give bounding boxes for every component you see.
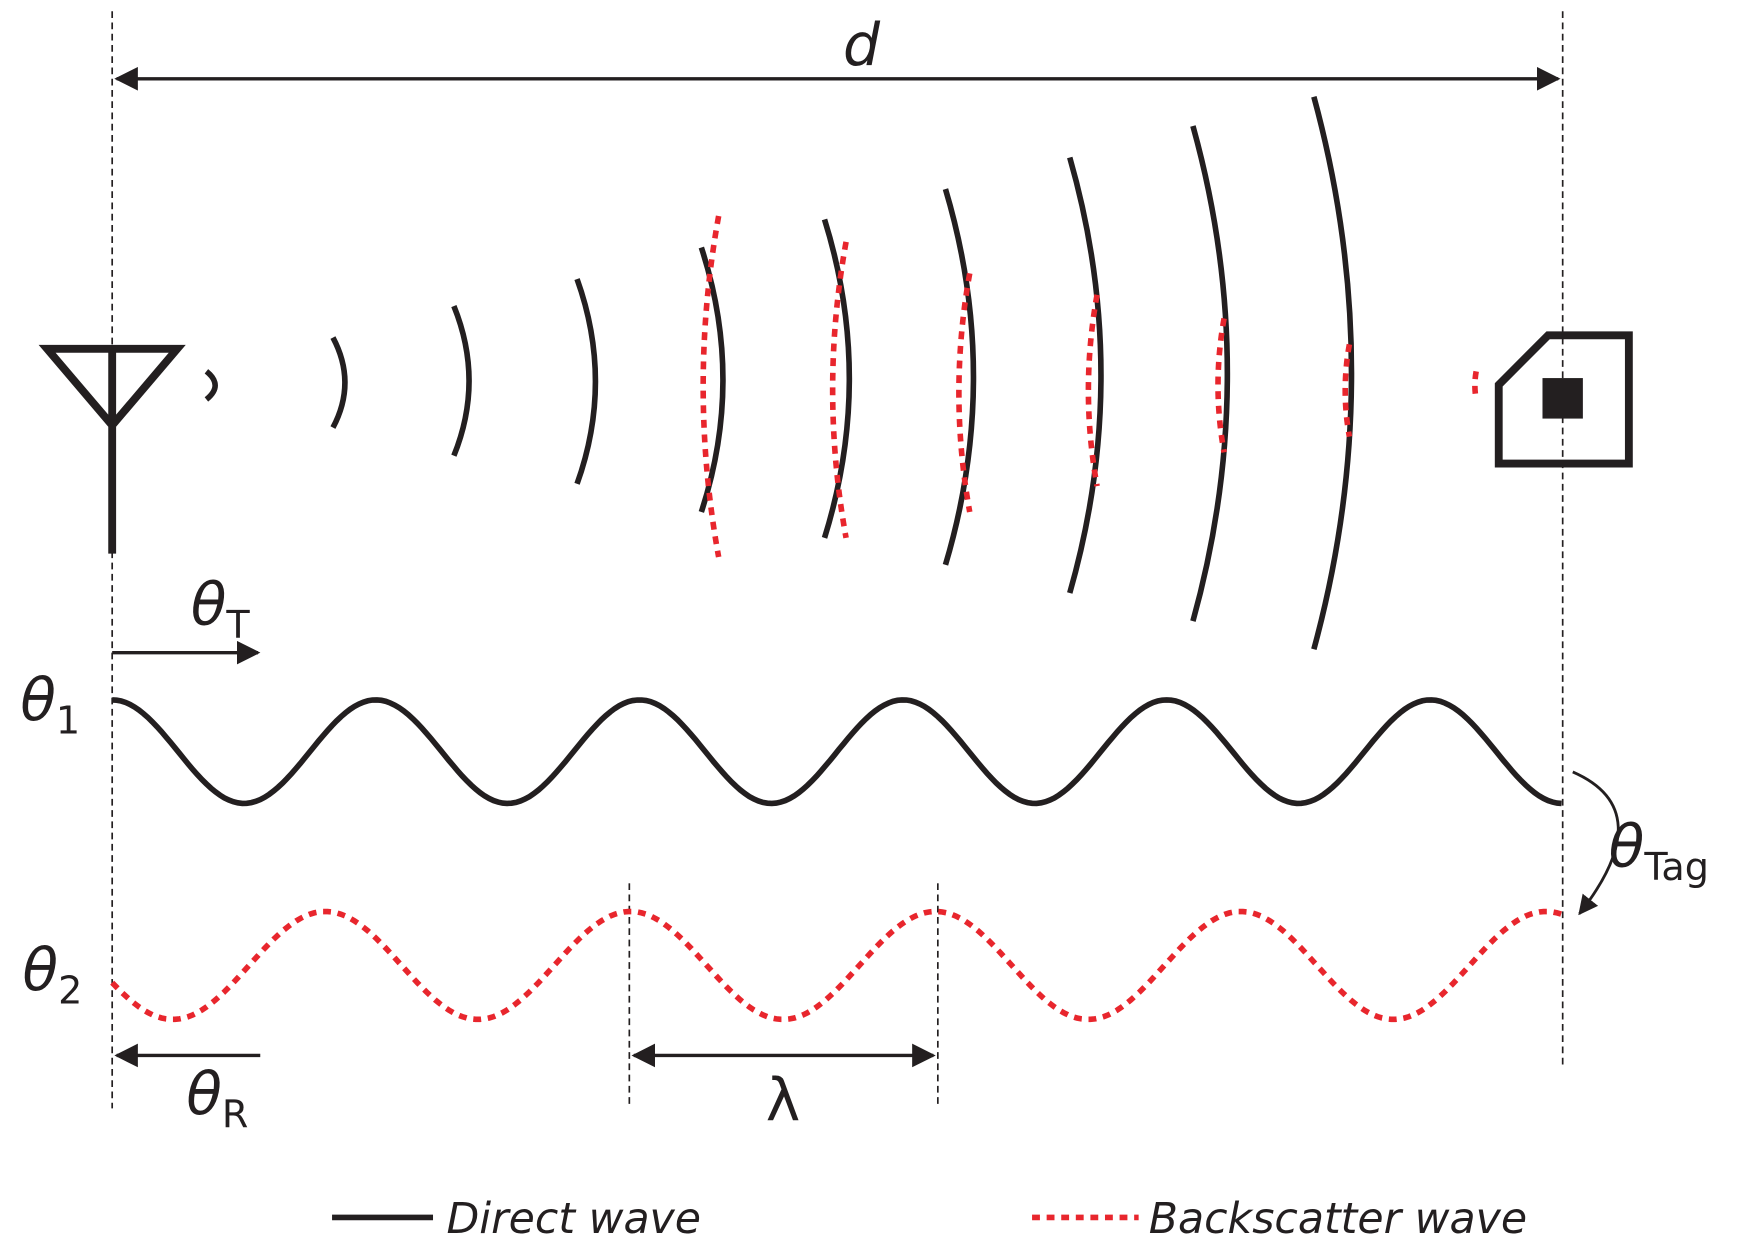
legend-label: Backscatter wave bbox=[1149, 1194, 1527, 1244]
symbol: θ bbox=[191, 570, 227, 638]
backscatter-wavefront bbox=[829, 241, 849, 539]
direct-wavefront bbox=[451, 305, 472, 457]
backscatter-wave bbox=[110, 908, 1563, 1023]
backscatter-wavefront bbox=[1215, 317, 1227, 453]
backscatter-wavefront bbox=[1472, 370, 1479, 400]
symbol: θ bbox=[20, 666, 56, 734]
direct-wavefront bbox=[1190, 125, 1231, 622]
wavelength-label: λ bbox=[766, 1067, 801, 1135]
theta-r-label: θR bbox=[186, 1060, 248, 1138]
direct-wavefront bbox=[942, 188, 977, 566]
symbol: θ bbox=[186, 1060, 222, 1128]
subscript: T bbox=[225, 604, 250, 648]
tag-chip bbox=[1542, 378, 1583, 419]
subscript: R bbox=[222, 1093, 249, 1137]
subscript: Tag bbox=[1643, 846, 1709, 890]
direct-wavefront bbox=[204, 369, 218, 402]
backscatter-wavefront bbox=[700, 215, 722, 558]
backscatter-wavefront bbox=[1342, 343, 1353, 438]
legend-label: Direct wave bbox=[446, 1194, 701, 1244]
subscript: 1 bbox=[56, 700, 80, 744]
backscatter-wavefront bbox=[956, 272, 973, 513]
direct-wavefront bbox=[1067, 156, 1104, 594]
theta-t-label: θT bbox=[191, 570, 251, 648]
layout bbox=[38, 11, 1633, 1221]
theta-2-label: θ2 bbox=[22, 936, 82, 1014]
antenna bbox=[38, 344, 186, 554]
subscript: 2 bbox=[58, 970, 82, 1014]
symbol: θ bbox=[22, 936, 58, 1004]
direct-wavefront bbox=[574, 278, 599, 485]
direct-wave bbox=[111, 697, 1562, 807]
tag bbox=[1494, 331, 1633, 468]
theta-1-label: θ1 bbox=[20, 666, 80, 744]
theta-tag-arrow bbox=[1572, 770, 1620, 916]
direct-wavefront bbox=[821, 218, 853, 539]
theta-tag-label: θTag bbox=[1609, 812, 1709, 890]
distance-label: d bbox=[843, 11, 881, 79]
direct-wavefront bbox=[1311, 96, 1355, 650]
symbol: θ bbox=[1609, 812, 1645, 880]
direct-wavefront bbox=[330, 336, 348, 429]
